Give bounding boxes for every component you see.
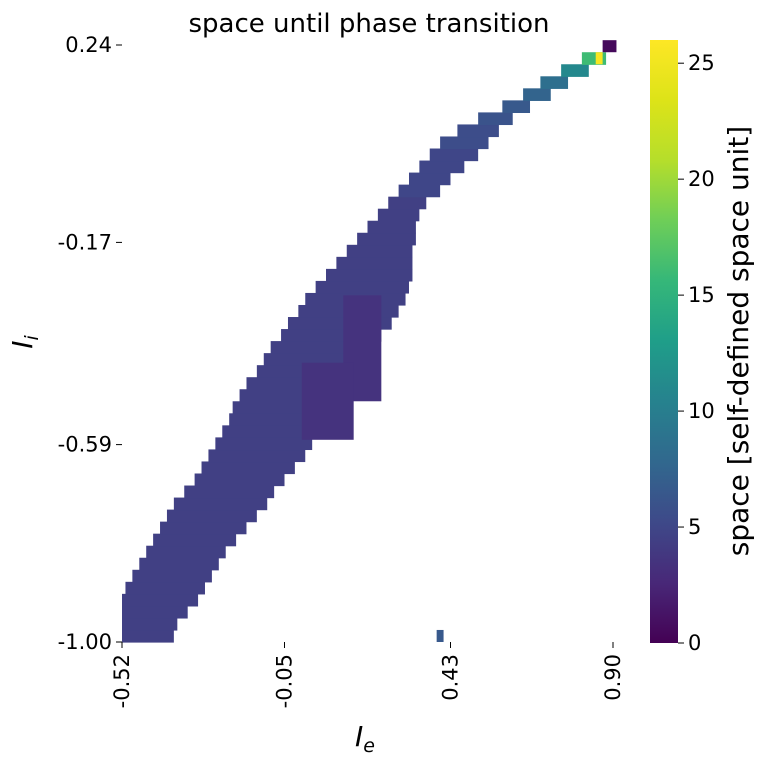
heatmap-band-12 xyxy=(184,485,275,499)
colorbar-tick-label: 10 xyxy=(688,399,715,423)
x-tick-label: -0.05 xyxy=(273,654,297,708)
heatmap-band-34 xyxy=(367,220,416,234)
heatmap-band-4 xyxy=(125,581,205,595)
heatmap-band-8 xyxy=(153,533,237,547)
x-tick-label: 0.90 xyxy=(601,654,625,701)
heatmap-band-35 xyxy=(377,208,420,222)
heatmap-band-36 xyxy=(388,196,427,210)
colorbar-tick-label: 15 xyxy=(688,283,715,307)
heatmap-band-43 xyxy=(478,112,513,126)
x-axis-label: Ie xyxy=(355,720,375,757)
chart-title: space until phase transition xyxy=(189,9,550,39)
heatmap-band-30 xyxy=(326,268,413,282)
x-axis-ticks: -0.52 -0.05 0.43 0.90 xyxy=(110,642,625,708)
heatmap-band-45 xyxy=(523,88,551,101)
heatmap-band-39 xyxy=(419,160,465,174)
heatmap-band-3 xyxy=(122,593,199,607)
heatmap-patch-3 xyxy=(602,40,617,53)
heatmap-band-14 xyxy=(201,461,295,475)
heatmap-band-23 xyxy=(263,353,365,366)
y-tick-label: 0.24 xyxy=(65,33,112,57)
colorbar-tick-label: 5 xyxy=(688,515,701,539)
heatmap-band-46 xyxy=(540,76,569,89)
colorbar-tick-label: 0 xyxy=(688,631,701,655)
y-axis-label: Ii xyxy=(6,335,43,349)
x-tick-label: 0.43 xyxy=(438,654,462,701)
heatmap-band-2 xyxy=(122,605,188,619)
heatmap-band-6 xyxy=(139,557,219,571)
heatmap-band-0 xyxy=(122,629,174,643)
heatmap-band-16 xyxy=(215,437,313,451)
y-tick-label: -0.17 xyxy=(58,230,112,254)
heatmap-band-40 xyxy=(429,148,479,162)
heatmap-band-1 xyxy=(122,617,178,631)
heatmap-band-42 xyxy=(457,124,499,138)
colorbar-label: space [self-defined space unit] xyxy=(722,126,755,557)
heatmap-band-5 xyxy=(132,569,212,583)
heatmap-band-13 xyxy=(194,473,285,487)
heatmap-band-44 xyxy=(502,100,531,114)
heatmap-band-38 xyxy=(408,172,451,186)
heatmap-band-31 xyxy=(336,256,413,270)
colorbar-tick-label: 25 xyxy=(688,51,715,75)
heatmap-band-10 xyxy=(166,509,257,523)
heatmap-band-7 xyxy=(146,545,226,559)
heatmap-band-32 xyxy=(346,244,413,258)
colorbar-tick-label: 20 xyxy=(688,167,715,191)
x-tick-label: -0.52 xyxy=(110,654,134,708)
y-axis-ticks: 0.24 -0.17 -0.59 -1.00 xyxy=(58,33,122,654)
heatmap-band-33 xyxy=(357,232,416,246)
heatmap-patch-1 xyxy=(301,362,354,440)
heatmap-band-37 xyxy=(398,184,441,198)
heatmap-cells xyxy=(122,40,617,643)
y-tick-label: -1.00 xyxy=(58,630,112,654)
heatmap-patch-2 xyxy=(595,52,603,65)
heatmap-band-17 xyxy=(222,425,320,438)
heatmap-band-11 xyxy=(173,497,268,511)
heatmap-band-47 xyxy=(561,64,589,77)
colorbar-ticks: 0 5 10 15 20 25 xyxy=(678,51,715,655)
y-tick-label: -0.59 xyxy=(58,433,112,457)
heatmap-band-41 xyxy=(440,136,489,150)
heatmap-patch-4 xyxy=(436,629,444,642)
colorbar xyxy=(650,40,678,643)
heatmap-band-29 xyxy=(315,280,409,294)
heatmap-band-15 xyxy=(208,449,306,463)
heatmap-band-9 xyxy=(160,521,247,535)
